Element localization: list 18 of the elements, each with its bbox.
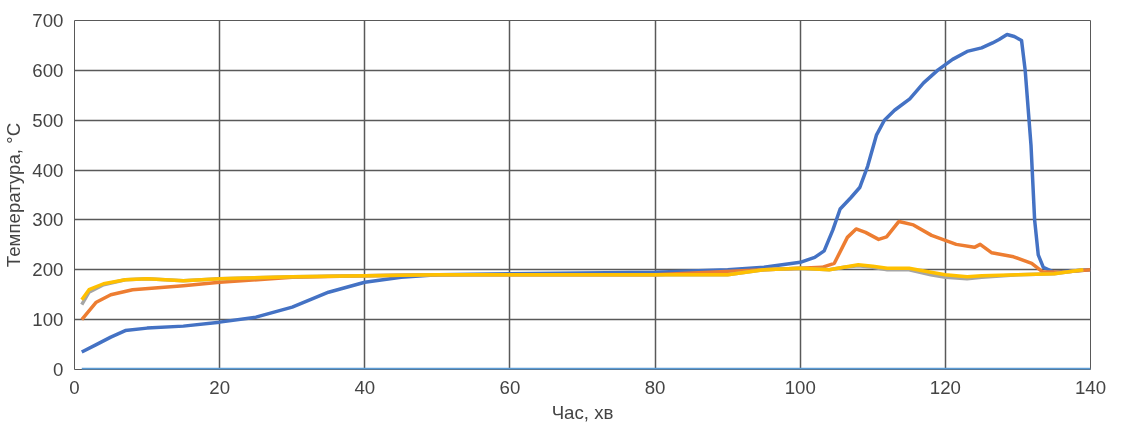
x-tick-label: 0 — [69, 376, 80, 398]
x-tick-label: 40 — [354, 376, 376, 398]
x-tick-label: 100 — [784, 376, 816, 398]
y-tick-label: 300 — [32, 209, 64, 231]
y-tick-label: 700 — [32, 10, 64, 31]
y-tick-label: 600 — [32, 59, 64, 81]
x-tick-label: 140 — [1074, 376, 1107, 398]
x-tick-label: 120 — [929, 376, 961, 398]
x-tick-label: 20 — [209, 376, 231, 398]
y-tick-label: 400 — [32, 159, 64, 181]
x-tick-label: 60 — [499, 376, 521, 398]
y-tick-label: 200 — [32, 259, 64, 281]
y-axis-title: Температура, °C — [3, 122, 25, 268]
x-tick-label: 80 — [644, 376, 666, 398]
x-axis-title: Час, хв — [551, 401, 614, 423]
y-tick-label: 0 — [53, 359, 64, 380]
y-tick-label: 500 — [32, 109, 64, 131]
y-tick-label: 100 — [32, 309, 64, 331]
